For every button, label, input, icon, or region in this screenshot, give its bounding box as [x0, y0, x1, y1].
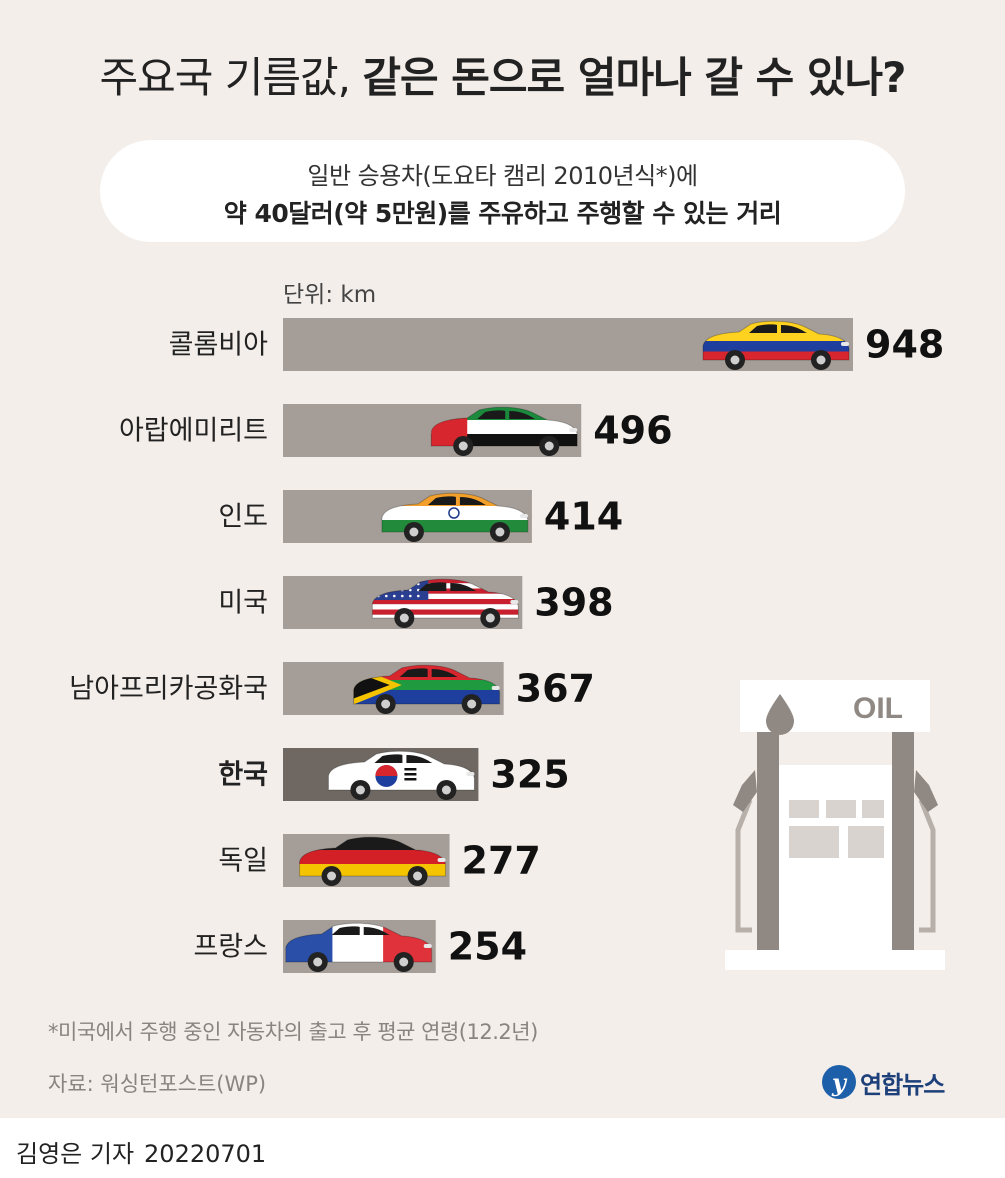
category-label-7: 프랑스 — [193, 932, 268, 963]
pump-panel-2 — [848, 826, 884, 858]
category-label-3: 미국 — [218, 588, 268, 619]
yonhap-logo: y 연합뉴스 — [822, 1062, 945, 1102]
source-text: 자료: 워싱턴포스트(WP) — [48, 1072, 267, 1096]
bar-chart: 콜롬비아 948 아랍에미리트 496 인도 414 미국 398 남아프리카공화국 367 한국 3… — [69, 318, 945, 973]
byline-name: 김영은 기자 — [16, 1140, 135, 1168]
value-label-7: 254 — [448, 925, 527, 969]
title-part2: 같은 돈으로 얼마나 갈 수 있나? — [362, 53, 906, 102]
pump-display-1 — [789, 800, 819, 818]
subtitle-box: 일반 승용차(도요타 캠리 2010년식*)에 약 40달러(약 5만원)를 주… — [100, 140, 905, 242]
unit-label: 단위: km — [283, 282, 377, 308]
category-label-0: 콜롬비아 — [169, 330, 269, 361]
byline: 김영은 기자 20220701 — [16, 1134, 266, 1169]
chart-title: 주요국 기름값, 같은 돈으로 얼마나 갈 수 있나? — [0, 44, 1005, 105]
category-label-5: 한국 — [218, 760, 268, 791]
left-nozzle — [733, 770, 757, 812]
left-hose — [735, 799, 753, 933]
category-label-1: 아랍에미리트 — [119, 416, 268, 447]
pump-left-post — [757, 732, 779, 950]
value-label-6: 277 — [462, 839, 541, 883]
value-label-3: 398 — [534, 581, 613, 625]
logo-text: 연합뉴스 — [860, 1070, 945, 1099]
category-label-2: 인도 — [218, 502, 268, 533]
oil-drop-icon — [766, 694, 794, 735]
right-nozzle — [914, 770, 938, 812]
pump-display-3 — [862, 800, 884, 818]
title-part1: 주요국 기름값, — [99, 53, 351, 102]
pump-base — [725, 950, 945, 970]
right-hose — [918, 799, 936, 933]
category-label-6: 독일 — [218, 846, 268, 877]
car-icon-0 — [702, 320, 850, 370]
footnote: *미국에서 주행 중인 자동차의 출고 후 평균 연령(12.2년) — [48, 1020, 538, 1044]
pump-display-2 — [826, 800, 856, 818]
pump-sign-text: OIL — [853, 692, 903, 725]
subtitle-line1: 일반 승용차(도요타 캠리 2010년식*)에 — [307, 162, 698, 190]
pump-right-post — [892, 732, 914, 950]
value-label-4: 367 — [516, 667, 595, 711]
car-icon-5 — [327, 750, 475, 800]
value-label-0: 948 — [865, 323, 944, 367]
category-label-4: 남아프리카공화국 — [69, 674, 268, 705]
yonhap-logo-icon: y — [822, 1065, 856, 1099]
byline-date: 20220701 — [144, 1140, 267, 1168]
value-label-2: 414 — [544, 495, 623, 539]
value-label-1: 496 — [593, 409, 672, 453]
subtitle-line2: 약 40달러(약 5만원)를 주유하고 주행할 수 있는 거리 — [223, 199, 782, 228]
gas-pump-illustration: OIL — [725, 680, 945, 970]
pump-panel-1 — [789, 826, 839, 858]
value-label-5: 325 — [490, 753, 569, 797]
